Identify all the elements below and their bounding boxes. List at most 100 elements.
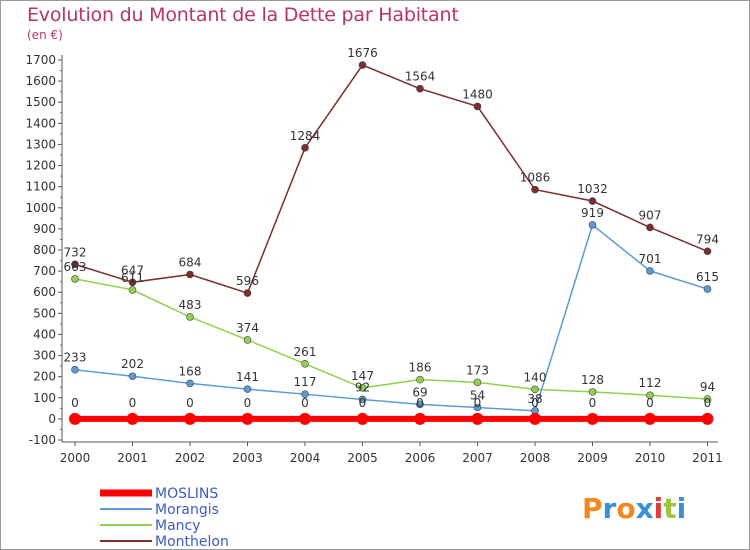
data-label-moslins: 0: [589, 396, 597, 410]
series-line-monthelon: [74, 64, 708, 294]
data-point-moslins: [414, 412, 426, 425]
data-point-morangis: [128, 372, 137, 381]
chart-unit: (en €): [27, 28, 63, 42]
data-label-moslins: 0: [244, 396, 252, 410]
data-point-morangis: [416, 400, 424, 409]
y-tick-label: 200: [33, 370, 56, 384]
data-label-monthelon: 1676: [347, 46, 378, 60]
data-label-mancy: 112: [639, 376, 662, 390]
data-label-monthelon: 732: [64, 245, 87, 259]
data-point-morangis: [588, 221, 597, 229]
x-tick-label: 2002: [175, 451, 206, 465]
data-point-mancy: [531, 385, 539, 394]
data-point-mancy: [358, 384, 367, 392]
data-label-morangis: 38: [527, 392, 542, 406]
data-point-morangis: [703, 285, 712, 293]
y-tick-label: 400: [33, 327, 56, 341]
legend-entry-moslins: MOSLINS: [155, 486, 218, 502]
data-point-mancy: [703, 395, 712, 403]
data-label-monthelon: 1284: [290, 129, 321, 143]
data-label-morangis: 701: [639, 252, 662, 266]
data-label-mancy: 483: [179, 298, 202, 312]
data-label-monthelon: 1480: [462, 87, 493, 101]
data-point-morangis: [301, 390, 309, 398]
y-tick-label: 1400: [25, 116, 56, 130]
y-tick-label: 1300: [25, 137, 56, 151]
y-tick-label: 600: [33, 285, 56, 299]
x-tick-label: 2010: [635, 451, 666, 465]
data-label-morangis: 919: [581, 206, 604, 220]
y-tick-label: 1700: [25, 53, 56, 67]
data-label-morangis: 168: [179, 364, 202, 378]
chart-title: Evolution du Montant de la Dette par Hab…: [27, 4, 459, 26]
x-tick-label: 2000: [60, 451, 91, 465]
data-label-moslins: 0: [416, 396, 424, 410]
data-point-mancy: [243, 336, 252, 344]
data-label-moslins: 0: [474, 396, 482, 410]
data-label-monthelon: 907: [639, 208, 662, 222]
y-tick-label: 300: [33, 349, 56, 363]
x-tick-label: 2006: [405, 451, 436, 465]
x-tick-label: 2007: [462, 451, 493, 465]
data-point-mancy: [71, 275, 79, 283]
data-point-monthelon: [473, 102, 482, 111]
data-point-moslins: [644, 412, 656, 425]
data-point-morangis: [646, 267, 654, 275]
x-tick-label: 2004: [290, 451, 321, 465]
y-tick-label: 100: [33, 391, 56, 405]
data-label-monthelon: 647: [121, 263, 144, 277]
data-point-mancy: [416, 375, 424, 384]
data-point-moslins: [701, 412, 714, 425]
y-tick-label: 900: [33, 222, 56, 236]
data-point-morangis: [243, 385, 252, 393]
data-label-monthelon: 684: [179, 255, 202, 269]
data-point-moslins: [241, 412, 254, 425]
y-tick-label: 1000: [25, 201, 56, 215]
data-point-moslins: [184, 412, 196, 425]
data-point-mancy: [588, 388, 597, 396]
data-label-monthelon: 794: [696, 232, 719, 246]
data-point-monthelon: [71, 260, 79, 269]
y-tick-label: 500: [33, 306, 56, 320]
data-label-moslins: 0: [359, 396, 367, 410]
data-point-morangis: [71, 365, 79, 374]
y-tick-label: 1600: [25, 74, 56, 88]
data-label-mancy: 186: [409, 361, 432, 375]
data-label-mancy: 128: [581, 373, 604, 387]
data-label-mancy: 147: [351, 369, 374, 383]
data-label-mancy: 140: [524, 370, 547, 384]
data-label-moslins: 0: [646, 396, 654, 410]
data-label-moslins: 0: [301, 396, 309, 410]
data-label-moslins: 0: [129, 396, 137, 410]
data-point-mancy: [301, 359, 309, 368]
data-point-moslins: [299, 412, 311, 425]
data-label-mancy: 261: [294, 345, 317, 359]
data-label-moslins: 0: [531, 396, 539, 410]
x-tick-label: 2009: [577, 451, 608, 465]
data-label-morangis: 69: [412, 385, 427, 399]
data-label-mancy: 663: [64, 260, 87, 274]
data-label-morangis: 92: [355, 380, 370, 394]
y-tick-label: 1500: [25, 95, 56, 109]
y-tick-label: 1100: [25, 180, 56, 194]
data-label-mancy: 173: [466, 363, 489, 377]
data-point-monthelon: [301, 144, 309, 152]
data-point-mancy: [186, 313, 194, 321]
x-tick-label: 2008: [520, 451, 551, 465]
data-point-monthelon: [531, 185, 539, 194]
data-label-morangis: 54: [470, 388, 485, 402]
data-point-monthelon: [588, 197, 597, 205]
data-point-monthelon: [128, 278, 137, 287]
data-point-mancy: [646, 391, 654, 400]
data-point-monthelon: [358, 61, 367, 69]
data-label-morangis: 117: [294, 375, 317, 389]
data-label-moslins: 0: [71, 396, 79, 410]
data-label-mancy: 94: [700, 380, 715, 394]
x-tick-label: 2011: [692, 451, 723, 465]
brand-logo: Proxiti: [582, 492, 686, 525]
series-line-mancy: [74, 278, 708, 400]
y-tick-label: 0: [48, 412, 56, 426]
x-tick-label: 2003: [232, 451, 263, 465]
